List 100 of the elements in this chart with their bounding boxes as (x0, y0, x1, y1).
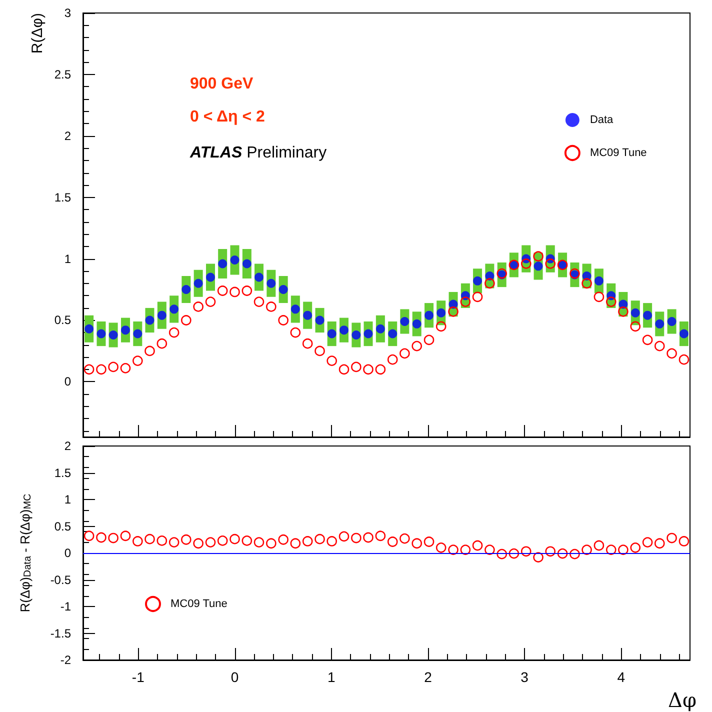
point (655, 319, 664, 328)
y-axis-title: R(Δφ) (29, 13, 46, 54)
point (182, 285, 191, 294)
point (375, 364, 386, 375)
point (363, 364, 374, 375)
point (400, 533, 410, 544)
point (448, 306, 458, 317)
y-tick-label: -0.5 (50, 572, 72, 587)
point (387, 354, 398, 365)
point (302, 338, 313, 349)
point (667, 316, 676, 326)
point (315, 316, 324, 325)
point (217, 286, 228, 296)
y-tick-label: 1.5 (54, 190, 72, 204)
point (193, 538, 204, 549)
y-tick-label: -1.5 (50, 626, 72, 640)
point (594, 276, 604, 286)
point (424, 334, 434, 346)
point (156, 536, 168, 546)
point (242, 536, 252, 546)
point (533, 251, 544, 262)
point (338, 531, 350, 542)
point (314, 346, 325, 356)
point (242, 286, 252, 296)
point (424, 310, 434, 320)
y-tick-label: 2.5 (54, 67, 72, 82)
point (326, 536, 337, 546)
point (120, 363, 131, 374)
point (278, 315, 288, 326)
x-tick-label: -1 (132, 669, 145, 685)
point (327, 329, 336, 338)
point (266, 538, 276, 549)
point (108, 330, 118, 340)
legend-label: MC09 Tune (590, 147, 647, 159)
point (218, 259, 228, 268)
point (314, 534, 325, 544)
point (278, 534, 288, 545)
y-tick-label: 0 (64, 374, 72, 389)
point (84, 364, 94, 375)
point (679, 329, 688, 338)
point (534, 262, 543, 271)
y-tick-label: 2 (64, 439, 72, 453)
point (132, 536, 143, 546)
point (144, 346, 155, 356)
point (388, 329, 398, 338)
point (340, 326, 349, 335)
point (557, 548, 568, 559)
point (326, 356, 337, 366)
point (168, 327, 180, 338)
point (181, 534, 192, 545)
point (84, 530, 94, 542)
point (484, 544, 495, 555)
point (290, 538, 301, 549)
y-tick-label: -2 (60, 653, 72, 667)
point (472, 540, 483, 551)
point (436, 542, 446, 553)
point (570, 548, 580, 560)
point (666, 532, 677, 544)
point (400, 348, 410, 359)
annotation: 0 < Δη < 2 (190, 108, 266, 126)
point (193, 302, 204, 312)
x-tick-label: 2 (424, 669, 432, 685)
annotation: 900 GeV (190, 76, 254, 92)
point (630, 308, 640, 318)
y-axis-title: R(Δφ)Data - R(Δφ)MC (18, 494, 34, 612)
point (120, 530, 131, 542)
point (254, 296, 264, 307)
y-tick-label: 0 (64, 546, 72, 560)
point (338, 364, 350, 375)
point (132, 356, 143, 366)
x-tick-label: 3 (520, 669, 529, 685)
point (642, 334, 653, 346)
point (230, 534, 240, 544)
point (436, 308, 446, 318)
point (582, 544, 592, 555)
y-tick-label: 2 (64, 128, 72, 143)
point (254, 537, 264, 548)
annotation: ATLAS Preliminary (189, 144, 327, 162)
point (472, 292, 483, 302)
y-tick-label: -1 (60, 600, 72, 614)
point (473, 276, 482, 286)
point (156, 338, 168, 349)
x-tick-label: 0 (230, 669, 239, 685)
point (484, 278, 495, 289)
point (194, 278, 203, 288)
point (654, 340, 665, 352)
point (412, 340, 422, 352)
point (351, 362, 362, 372)
point (545, 258, 556, 269)
point (96, 329, 106, 338)
point (351, 532, 362, 544)
point (84, 324, 94, 334)
point (630, 542, 641, 553)
point (545, 546, 556, 557)
point (436, 321, 446, 332)
point (302, 536, 313, 546)
point (217, 536, 228, 546)
point (375, 530, 386, 542)
point (460, 296, 471, 307)
point (352, 330, 361, 340)
